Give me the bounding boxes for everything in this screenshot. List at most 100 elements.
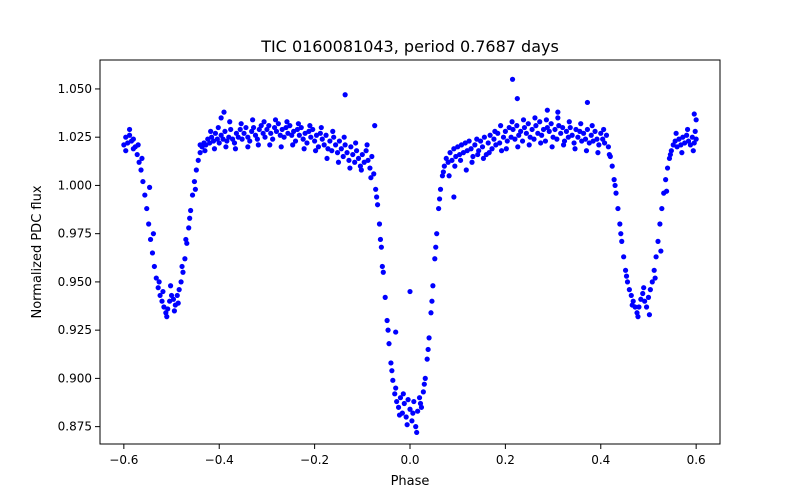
x-axis-ticks: −0.6 −0.4 −0.2 0.0 0.2 0.4 0.6 <box>109 444 706 467</box>
data-point <box>378 244 384 250</box>
data-point <box>514 95 520 102</box>
data-point <box>379 263 385 270</box>
data-point <box>164 314 170 320</box>
data-point <box>224 138 230 144</box>
data-point <box>392 391 398 397</box>
data-point <box>176 287 182 293</box>
data-point <box>566 119 572 125</box>
data-point <box>179 263 185 270</box>
data-point <box>156 279 162 285</box>
data-point <box>569 132 575 138</box>
data-point <box>363 148 369 154</box>
data-point <box>613 190 619 196</box>
data-point <box>237 126 243 133</box>
data-point <box>147 184 153 190</box>
x-tick-label: −0.4 <box>205 453 234 467</box>
data-point <box>403 414 409 420</box>
data-point <box>434 231 440 237</box>
data-point <box>301 146 307 152</box>
data-point <box>497 140 503 146</box>
data-point <box>420 389 426 395</box>
data-point <box>641 285 647 291</box>
data-point <box>389 368 395 374</box>
data-point <box>278 144 284 150</box>
data-point <box>268 130 274 136</box>
data-point <box>153 275 159 281</box>
data-point <box>601 126 607 133</box>
data-point <box>492 128 498 134</box>
data-point <box>692 128 698 134</box>
data-point <box>175 300 181 306</box>
data-point <box>155 285 161 291</box>
data-point <box>352 159 358 165</box>
data-point <box>150 231 157 237</box>
data-point <box>635 314 641 320</box>
data-point <box>598 130 604 136</box>
data-point <box>211 146 218 152</box>
data-point <box>489 146 495 152</box>
data-point <box>519 138 526 144</box>
data-point <box>341 134 347 140</box>
data-point <box>649 279 655 285</box>
data-point <box>679 150 685 156</box>
data-point <box>312 138 318 144</box>
data-point <box>308 134 314 140</box>
data-point <box>407 288 413 295</box>
data-point <box>619 238 625 244</box>
data-point <box>238 121 244 127</box>
data-point <box>353 148 360 154</box>
data-point <box>298 124 304 131</box>
data-point <box>151 263 157 270</box>
data-point <box>441 163 447 169</box>
data-point <box>386 341 392 347</box>
data-point <box>182 256 188 262</box>
data-point <box>555 115 561 121</box>
data-point <box>130 146 136 152</box>
data-point <box>223 144 229 150</box>
data-point <box>589 123 595 129</box>
data-point <box>684 132 690 138</box>
data-point <box>315 144 322 150</box>
data-point <box>693 117 699 123</box>
data-point <box>245 144 251 150</box>
data-point <box>228 126 234 133</box>
data-point <box>655 238 661 244</box>
data-point <box>249 128 255 134</box>
data-point <box>371 171 377 177</box>
data-point <box>544 124 550 131</box>
data-point <box>149 250 156 256</box>
data-point <box>468 146 474 152</box>
chart-title: TIC 0160081043, period 0.7687 days <box>260 37 559 56</box>
data-point <box>466 138 472 144</box>
data-point <box>245 134 251 140</box>
y-tick-label: 0.925 <box>58 323 92 337</box>
data-point <box>452 163 458 169</box>
y-tick-label: 0.950 <box>58 275 92 289</box>
data-point <box>271 124 278 131</box>
data-point <box>333 142 339 148</box>
data-point <box>331 134 337 140</box>
data-point <box>640 290 646 297</box>
data-point <box>229 136 236 142</box>
x-tick-label: 0.0 <box>400 453 419 467</box>
data-point <box>262 134 268 140</box>
data-point <box>481 134 487 140</box>
data-point <box>521 124 528 131</box>
data-point <box>394 398 400 405</box>
data-point <box>218 115 224 121</box>
data-point <box>407 406 413 412</box>
data-point <box>186 225 192 231</box>
data-point <box>340 153 346 160</box>
data-point <box>374 202 381 208</box>
data-point <box>422 375 428 381</box>
data-point <box>595 150 601 156</box>
data-point <box>390 377 396 383</box>
data-point <box>174 292 180 299</box>
data-point <box>342 92 348 98</box>
data-point <box>626 287 632 293</box>
data-point <box>600 136 606 142</box>
data-point <box>643 304 650 310</box>
data-point <box>135 142 141 148</box>
data-point <box>549 144 555 150</box>
data-point <box>558 130 564 136</box>
